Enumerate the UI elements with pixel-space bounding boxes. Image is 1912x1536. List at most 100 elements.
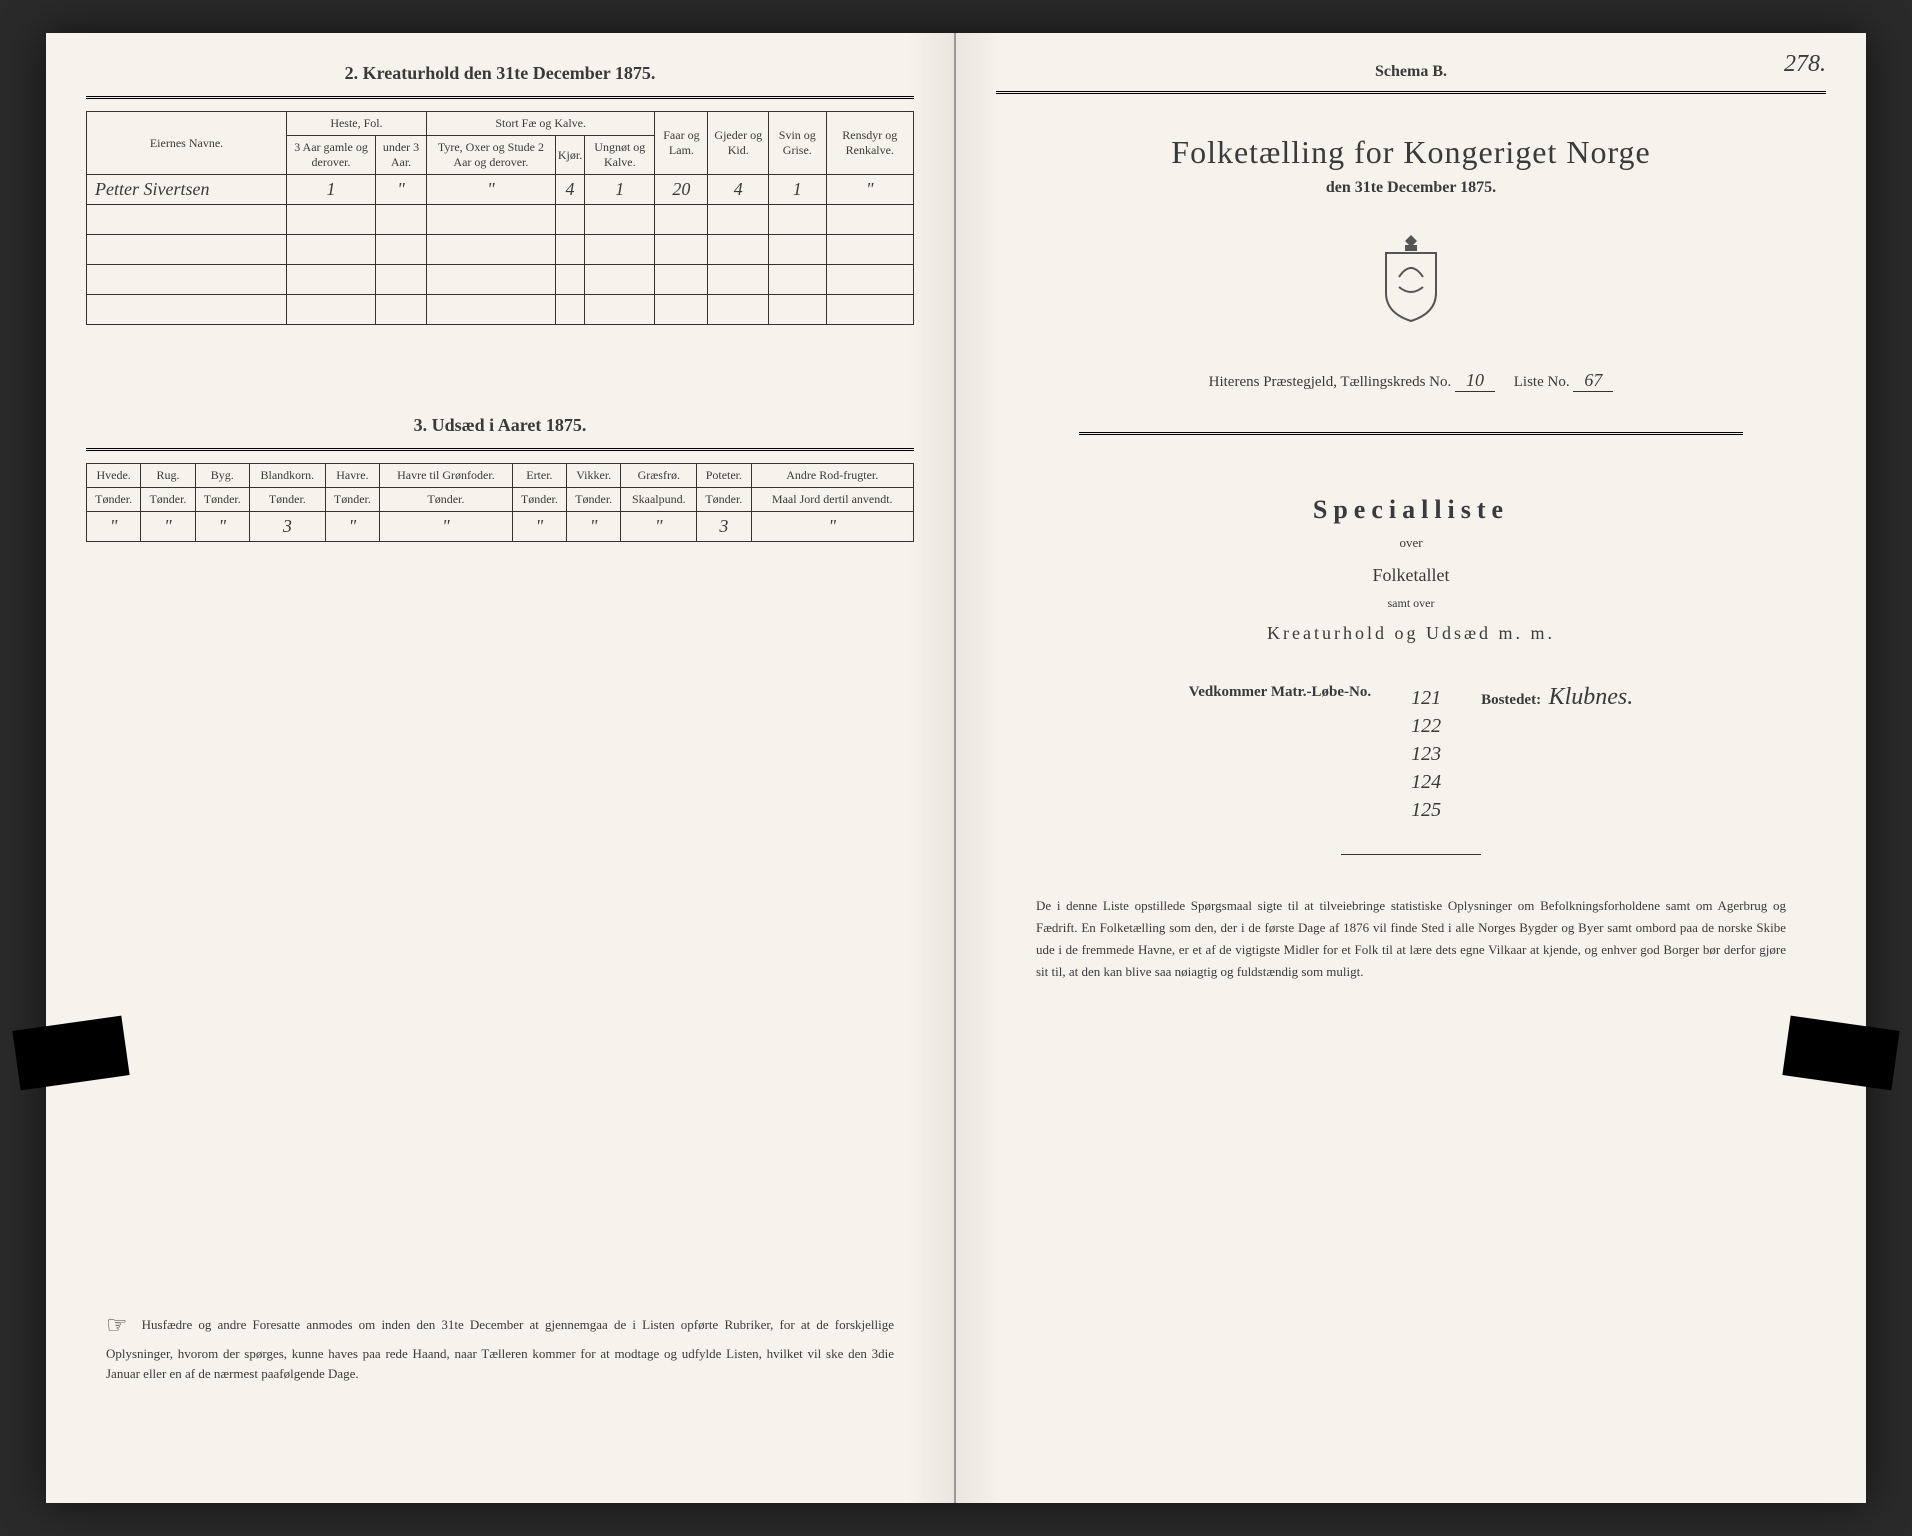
section3-title: 3. Udsæd i Aaret 1875. [86, 415, 914, 436]
unit: Skaalpund. [621, 488, 697, 512]
col: Vikker. [567, 464, 621, 488]
divider [996, 91, 1826, 94]
divider [86, 96, 914, 99]
livestock-table: Eiernes Navne. Heste, Fol. Stort Fæ og K… [86, 111, 914, 325]
footer-note: ☞ Husfædre og andre Foresatte anmodes om… [86, 1308, 914, 1383]
district-label: Hiterens Præstegjeld, Tællingskreds No. [1209, 374, 1452, 390]
cell: 1 [585, 175, 655, 205]
kreatur-line: Kreaturhold og Udsæd m. m. [996, 623, 1826, 644]
cell: 1 [769, 175, 827, 205]
cell: 4 [555, 175, 584, 205]
cell: " [380, 512, 513, 542]
col: Hvede. [87, 464, 141, 488]
unit: Tønder. [87, 488, 141, 512]
matr-no: 121 [1411, 687, 1441, 709]
col-horses-b: under 3 Aar. [376, 136, 427, 175]
cell: " [512, 512, 566, 542]
col: Rug. [141, 464, 195, 488]
unit: Maal Jord dertil anvendt. [751, 488, 914, 512]
divider [1079, 432, 1743, 435]
col: Havre til Grønfoder. [380, 464, 513, 488]
bostedet-value: Klubnes. [1549, 684, 1634, 710]
cell: " [87, 512, 141, 542]
coat-of-arms-icon [996, 227, 1826, 340]
col-sheep: Faar og Lam. [655, 112, 708, 175]
sub-title: den 31te December 1875. [996, 179, 1826, 197]
col: Poteter. [697, 464, 751, 488]
liste-no: 67 [1573, 370, 1613, 392]
cell: 4 [708, 175, 769, 205]
col: Blandkorn. [249, 464, 325, 488]
schema-label: Schema B. [996, 63, 1826, 81]
cell: " [826, 175, 913, 205]
cell: " [195, 512, 249, 542]
seed-table: Hvede. Rug. Byg. Blandkorn. Havre. Havre… [86, 463, 914, 542]
right-page: Schema B. 278. Folketælling for Kongerig… [956, 33, 1866, 1503]
matr-label: Vedkommer Matr.-Løbe-No. [1189, 684, 1371, 700]
page-number: 278. [1784, 51, 1826, 78]
samt-over: samt over [996, 596, 1826, 611]
col-pigs: Svin og Grise. [769, 112, 827, 175]
matr-line: Vedkommer Matr.-Løbe-No. 121 122 123 124… [996, 684, 1826, 824]
unit: Tønder. [141, 488, 195, 512]
district-line: Hiterens Præstegjeld, Tællingskreds No. … [996, 370, 1826, 392]
unit: Tønder. [567, 488, 621, 512]
census-book-spread: 2. Kreaturhold den 31te December 1875. E… [46, 33, 1866, 1503]
col-owner: Eiernes Navne. [87, 112, 287, 175]
cell: 3 [249, 512, 325, 542]
col-cattle: Stort Fæ og Kalve. [426, 112, 654, 136]
table-row: Petter Sivertsen 1 " " 4 1 20 4 1 " [87, 175, 914, 205]
unit: Tønder. [249, 488, 325, 512]
cell: " [141, 512, 195, 542]
table-row [87, 205, 914, 235]
col: Erter. [512, 464, 566, 488]
col: Byg. [195, 464, 249, 488]
matr-no: 125 [1411, 799, 1441, 821]
col: Havre. [325, 464, 379, 488]
cell: 20 [655, 175, 708, 205]
unit: Tønder. [512, 488, 566, 512]
col-cattle-b: Kjør. [555, 136, 584, 175]
cell: " [376, 175, 427, 205]
table-row [87, 295, 914, 325]
main-title: Folketælling for Kongeriget Norge [996, 134, 1826, 171]
table-row [87, 235, 914, 265]
table-row [87, 265, 914, 295]
cell: 3 [697, 512, 751, 542]
col-goats: Gjeder og Kid. [708, 112, 769, 175]
matr-no: 122 [1411, 715, 1441, 737]
left-page: 2. Kreaturhold den 31te December 1875. E… [46, 33, 956, 1503]
cell: " [621, 512, 697, 542]
cell-owner: Petter Sivertsen [87, 175, 287, 205]
bottom-paragraph: De i denne Liste opstillede Spørgsmaal s… [996, 895, 1826, 983]
unit: Tønder. [195, 488, 249, 512]
matr-numbers: 121 122 123 124 125 [1411, 684, 1441, 824]
matr-no: 123 [1411, 743, 1441, 765]
cell: " [325, 512, 379, 542]
section2-title: 2. Kreaturhold den 31te December 1875. [86, 63, 914, 84]
unit: Tønder. [697, 488, 751, 512]
pointing-hand-icon: ☞ [106, 1313, 128, 1339]
special-title: Specialliste [996, 495, 1826, 525]
bostedet-label: Bostedet: [1481, 692, 1541, 708]
cell: 1 [287, 175, 376, 205]
over-text: over [996, 535, 1826, 551]
folketallet: Folketallet [996, 565, 1826, 586]
divider [86, 448, 914, 451]
district-no: 10 [1455, 370, 1495, 392]
col-horses-a: 3 Aar gamle og derover. [287, 136, 376, 175]
footer-text: Husfædre og andre Foresatte anmodes om i… [106, 1317, 894, 1381]
unit: Tønder. [325, 488, 379, 512]
col-horses: Heste, Fol. [287, 112, 427, 136]
unit: Tønder. [380, 488, 513, 512]
footer-block: ☞ Husfædre og andre Foresatte anmodes om… [86, 1288, 914, 1383]
col-cattle-a: Tyre, Oxer og Stude 2 Aar og derover. [426, 136, 555, 175]
divider [1341, 854, 1481, 855]
table-row: " " " 3 " " " " " 3 " [87, 512, 914, 542]
cell: " [751, 512, 914, 542]
col-reindeer: Rensdyr og Renkalve. [826, 112, 913, 175]
cell: " [426, 175, 555, 205]
matr-no: 124 [1411, 771, 1441, 793]
col: Græsfrø. [621, 464, 697, 488]
cell: " [567, 512, 621, 542]
